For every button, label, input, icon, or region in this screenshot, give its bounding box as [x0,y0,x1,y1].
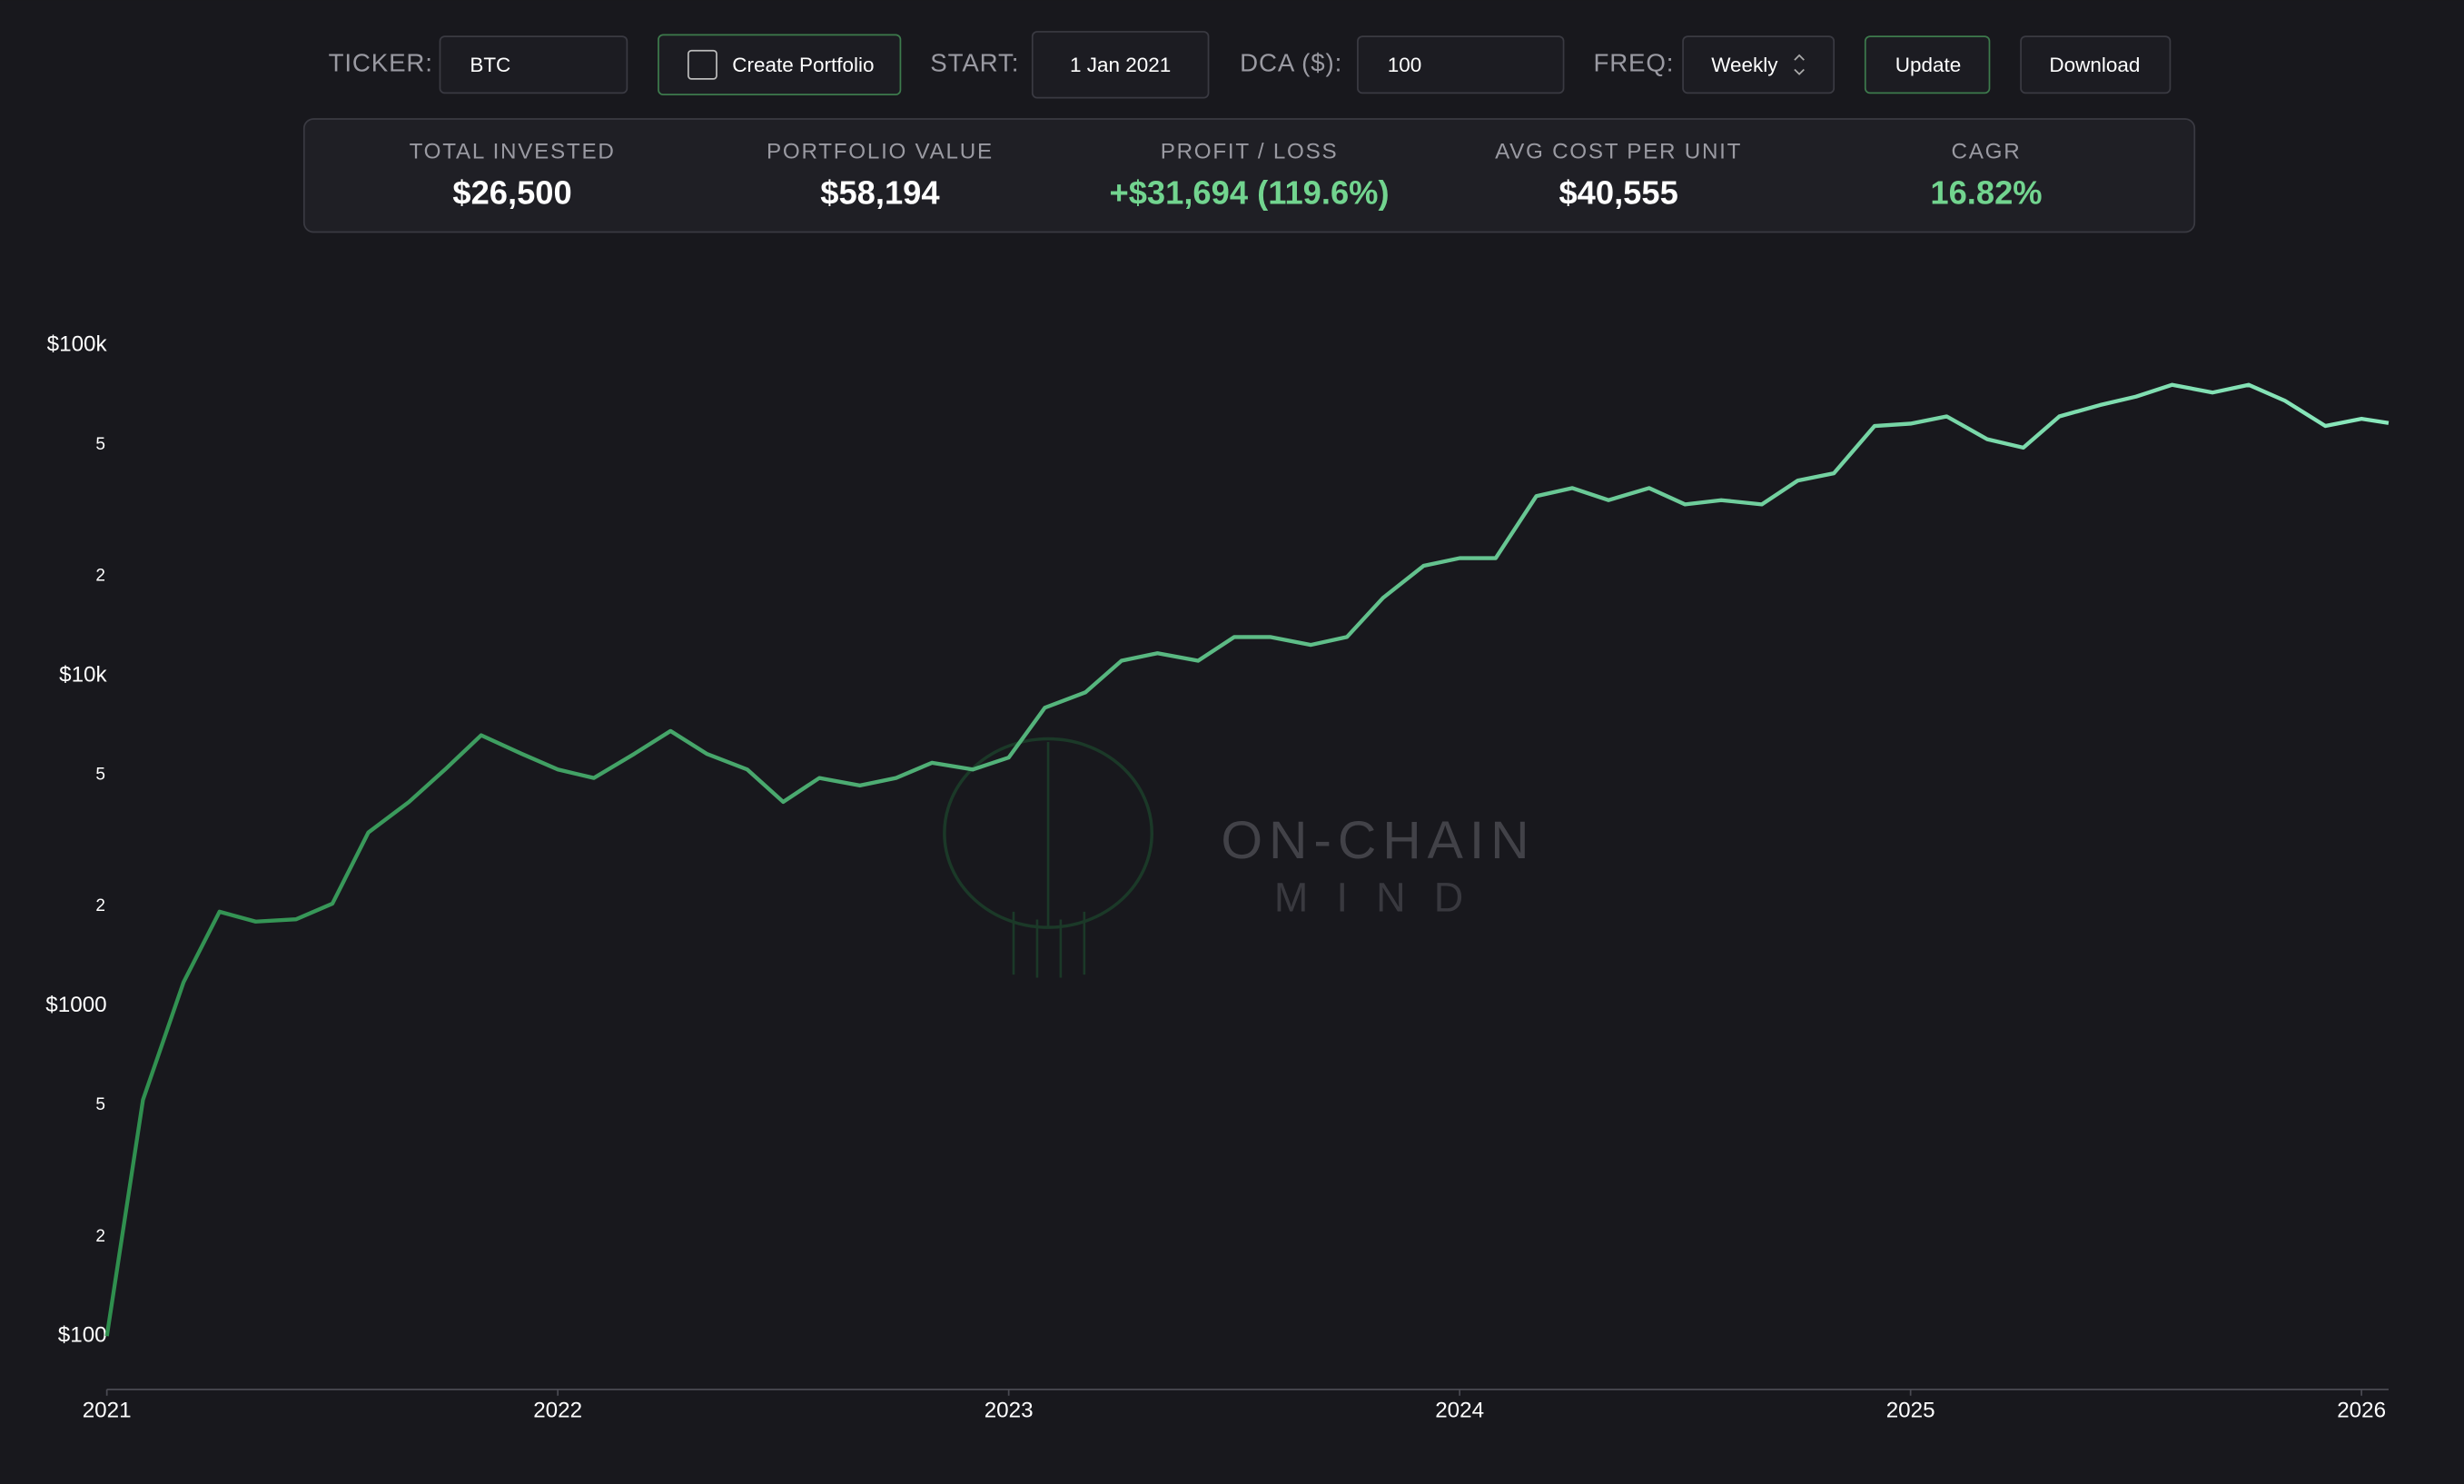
stat-label: PROFIT / LOSS [1161,140,1339,164]
stat-value: $26,500 [452,173,571,211]
watermark: ON-CHAIN MIND [943,737,1535,978]
input-value: BTC [470,54,510,76]
button-text: Create Portfolio [732,54,874,76]
input-value: 100 [1388,54,1422,76]
y-tick-label: 2 [95,567,105,586]
x-tick-label: 2023 [985,1398,1034,1422]
field-label: FREQ: [1593,49,1674,77]
toolbar: TICKER: BTC Create Portfolio START: 1 Ja… [329,31,2172,99]
watermark-icon [1012,742,1086,978]
stat-value: 16.82% [1930,173,2042,211]
chart: $100 2 5 $1000 2 5 $10k 2 5 $100k 2021 2022 2023 2024… [45,332,2390,1422]
dca-input[interactable] [1357,35,1565,94]
y-tick-label: 5 [95,1095,105,1114]
y-tick-label: 2 [95,896,105,915]
start-input[interactable] [1031,31,1210,99]
y-tick-label: 2 [95,1227,105,1246]
watermark-text: ON-CHAIN [1221,811,1535,870]
input-value: 1 Jan 2021 [1070,54,1171,76]
stat-value: +$31,694 (119.6%) [1110,173,1390,211]
stat-label: CAGR [1952,140,2022,164]
x-tick-label: 2022 [533,1398,582,1422]
y-tick-label: $100 [58,1323,107,1348]
portfolio-line [104,382,2390,1337]
x-tick-label: 2021 [83,1398,132,1422]
ticker-input[interactable] [439,35,628,94]
stat-label: AVG COST PER UNIT [1495,140,1742,164]
field-label: START: [930,49,1019,77]
x-tick-label: 2025 [1886,1398,1935,1422]
y-tick-label: $1000 [45,993,106,1017]
stat-label: TOTAL INVESTED [410,140,616,164]
freq-select[interactable] [1682,35,1836,94]
checkbox[interactable] [687,49,717,80]
update-button[interactable] [1864,35,1991,94]
stat-label: PORTFOLIO VALUE [767,140,994,164]
y-tick-label: 5 [95,765,105,784]
stat-value: $58,194 [820,173,940,211]
button-text: Download [2049,54,2140,76]
watermark-text: MIND [1274,875,1491,921]
create-portfolio-button[interactable] [658,34,902,96]
x-tick-label: 2026 [2337,1398,2386,1422]
y-tick-label: $100k [47,332,108,357]
stat-value: $40,555 [1559,173,1677,211]
y-tick-label: 5 [95,435,105,454]
stats-panel [302,118,2196,233]
select-arrow [1794,54,1805,75]
x-tick-label: 2024 [1435,1398,1484,1422]
field-label: TICKER: [329,49,433,77]
stats: TOTAL INVESTED $26,500 PORTFOLIO VALUE $58,… [410,140,2043,212]
button-text: Update [1895,54,1962,76]
field-label: DCA ($): [1240,49,1342,77]
select-value: Weekly [1711,54,1778,76]
download-button[interactable] [2020,35,2172,94]
y-tick-label: $10k [59,662,107,687]
